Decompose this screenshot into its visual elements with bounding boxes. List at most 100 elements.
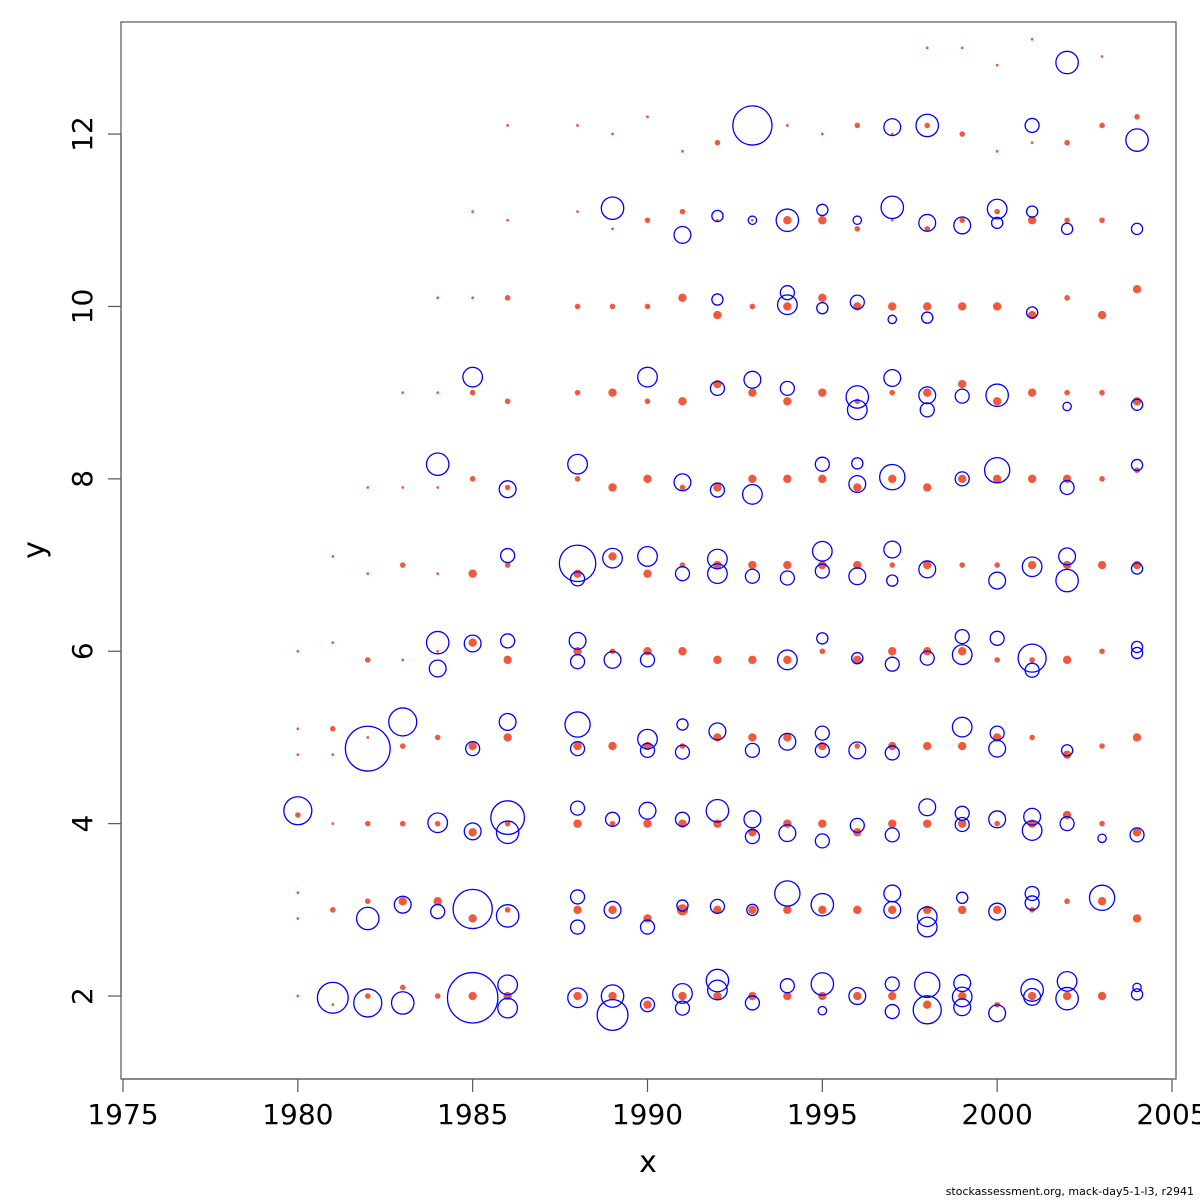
filled-point bbox=[295, 812, 301, 818]
filled-point bbox=[994, 657, 1000, 663]
open-point bbox=[674, 744, 691, 760]
open-point bbox=[883, 540, 902, 559]
open-point bbox=[705, 968, 730, 993]
open-point bbox=[1055, 986, 1079, 1011]
filled-point bbox=[644, 303, 651, 310]
open-point bbox=[988, 810, 1007, 829]
filled-point bbox=[890, 132, 894, 136]
open-point bbox=[603, 900, 622, 919]
filled-point bbox=[676, 904, 689, 916]
open-point bbox=[886, 574, 899, 587]
open-point bbox=[915, 113, 940, 138]
filled-point bbox=[714, 139, 721, 146]
open-point bbox=[709, 380, 726, 396]
open-point bbox=[985, 383, 1010, 408]
filled-point bbox=[644, 217, 651, 224]
filled-point bbox=[1027, 991, 1037, 1001]
open-point bbox=[1024, 117, 1040, 134]
open-point bbox=[1059, 815, 1075, 832]
filled-point bbox=[1062, 991, 1072, 1001]
filled-point bbox=[783, 397, 792, 406]
filled-point bbox=[608, 905, 617, 915]
open-point bbox=[705, 798, 730, 823]
filled-point bbox=[888, 647, 897, 656]
open-point bbox=[951, 644, 973, 666]
filled-point bbox=[296, 891, 300, 895]
open-point bbox=[810, 972, 835, 996]
filled-point bbox=[608, 991, 617, 1001]
filled-point bbox=[958, 819, 967, 828]
open-point bbox=[744, 995, 761, 1011]
open-point bbox=[706, 563, 728, 585]
open-point bbox=[951, 986, 973, 1008]
open-point bbox=[558, 544, 597, 583]
open-point bbox=[462, 366, 484, 388]
y-tick-label: 10 bbox=[66, 289, 99, 325]
filled-point bbox=[504, 907, 511, 913]
open-point bbox=[851, 457, 864, 470]
open-point bbox=[816, 632, 829, 645]
open-point bbox=[709, 898, 726, 915]
filled-point bbox=[1030, 37, 1034, 41]
y-tick-label: 12 bbox=[66, 116, 99, 152]
filled-point bbox=[679, 484, 686, 491]
x-tick-label: 2005 bbox=[1136, 1098, 1200, 1131]
filled-point bbox=[888, 302, 897, 311]
filled-point bbox=[748, 905, 757, 915]
y-axis: 2 4 6 8 10 12 bbox=[66, 116, 122, 1005]
open-point bbox=[1023, 807, 1042, 826]
filled-point bbox=[399, 743, 406, 749]
open-point bbox=[1130, 646, 1144, 660]
open-point bbox=[1060, 744, 1074, 757]
open-point bbox=[463, 634, 482, 653]
filled-point bbox=[1132, 560, 1142, 570]
open-point bbox=[1130, 222, 1144, 236]
open-point bbox=[954, 471, 970, 487]
filled-point bbox=[818, 560, 827, 570]
open-point bbox=[851, 651, 864, 665]
open-point bbox=[743, 810, 762, 829]
filled-point bbox=[818, 905, 827, 915]
open-point bbox=[913, 971, 941, 999]
filled-point bbox=[1064, 217, 1070, 224]
filled-point bbox=[608, 741, 617, 751]
filled-point bbox=[995, 149, 999, 153]
open-point bbox=[814, 563, 830, 579]
filled-point bbox=[643, 474, 652, 484]
open-point bbox=[779, 978, 796, 994]
open-point bbox=[814, 725, 830, 741]
open-point bbox=[674, 811, 691, 827]
x-tick-label: 1990 bbox=[612, 1098, 683, 1131]
filled-point bbox=[504, 562, 511, 568]
filled-point bbox=[923, 560, 932, 570]
filled-point bbox=[468, 914, 477, 923]
open-point bbox=[990, 216, 1004, 230]
filled-point bbox=[818, 293, 827, 303]
filled-point bbox=[399, 562, 406, 568]
filled-point bbox=[364, 993, 371, 999]
filled-point bbox=[992, 302, 1002, 311]
filled-point bbox=[576, 124, 579, 127]
filled-point bbox=[995, 63, 999, 67]
filled-point bbox=[853, 655, 862, 665]
filled-point bbox=[1132, 828, 1142, 837]
open-point bbox=[1024, 895, 1040, 911]
open-point bbox=[569, 919, 586, 935]
filled-point bbox=[1027, 560, 1037, 570]
open-point bbox=[852, 215, 863, 226]
filled-point bbox=[364, 820, 371, 827]
filled-point bbox=[992, 905, 1002, 915]
filled-point bbox=[1062, 655, 1072, 665]
filled-point bbox=[678, 293, 687, 303]
filled-point bbox=[296, 917, 300, 920]
open-point bbox=[989, 630, 1005, 646]
filled-point bbox=[1027, 216, 1037, 225]
open-point bbox=[880, 195, 905, 220]
open-point bbox=[848, 986, 867, 1006]
open-point bbox=[709, 482, 726, 498]
filled-point bbox=[468, 638, 477, 647]
filled-point bbox=[923, 819, 932, 828]
filled-point bbox=[713, 991, 722, 1001]
open-point bbox=[848, 567, 867, 586]
